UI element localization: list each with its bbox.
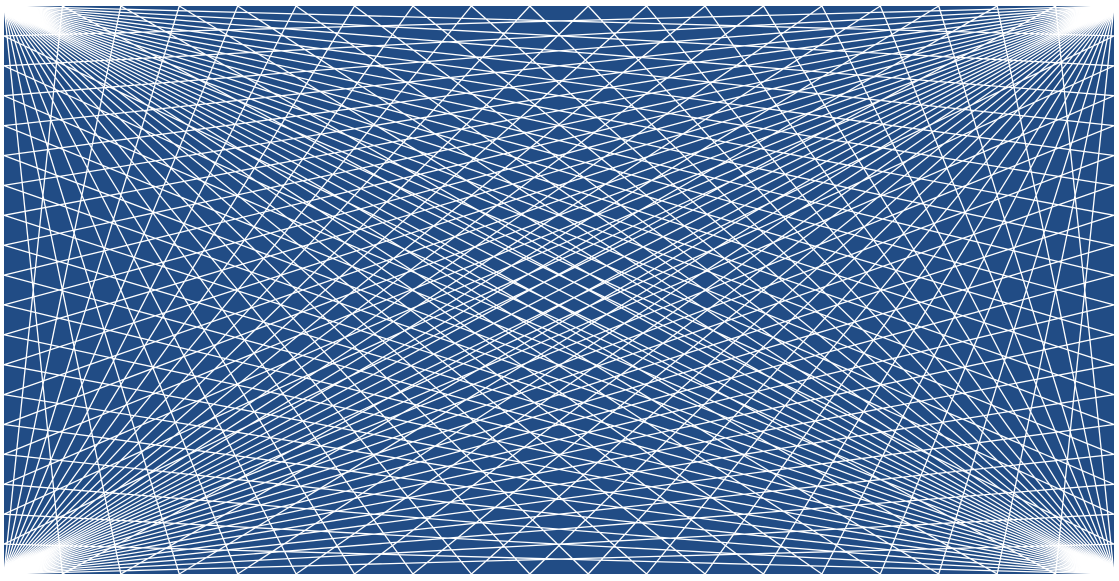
line-br-left (3, 65, 1115, 575)
line-bl-top (3, 5, 648, 575)
line-pattern (3, 5, 1115, 575)
line-bl-top (3, 5, 706, 575)
line-tr-left (3, 5, 1115, 515)
line-tr-left (3, 5, 1115, 545)
line-br-left (3, 364, 1115, 575)
line-br-left (3, 184, 1115, 575)
line-tr-left (3, 5, 1115, 426)
line-bl-top (3, 5, 297, 575)
line-br-top (704, 5, 1115, 575)
line-tr-left (3, 5, 1115, 306)
line-br-top (587, 5, 1115, 575)
line-tr-left (3, 5, 1115, 336)
line-br-left (3, 214, 1115, 575)
line-bl-top (3, 5, 414, 575)
line-tr-left (3, 5, 1115, 396)
line-br-top (237, 5, 1115, 575)
line-tr-left (3, 5, 1115, 276)
line-br-left (3, 423, 1115, 575)
line-tr-left (3, 5, 1115, 456)
line-bl-top (3, 5, 823, 575)
line-br-left (3, 95, 1115, 575)
line-br-top (412, 5, 1115, 575)
line-tr-left (3, 5, 1115, 216)
line-bl-top (3, 5, 998, 575)
line-diagonal-anti (3, 5, 1115, 575)
line-br-top (470, 5, 1115, 575)
line-bl-top (3, 5, 1056, 575)
line-tr-left (3, 5, 1115, 485)
line-br-top (295, 5, 1115, 575)
line-tr-left (3, 5, 1115, 366)
line-br-top (178, 5, 1115, 575)
line-br-top (529, 5, 1115, 575)
line-br-left (3, 154, 1115, 575)
line-br-top (821, 5, 1115, 575)
line-bl-top (3, 5, 531, 575)
line-bl-top (3, 5, 589, 575)
line-br-top (354, 5, 1115, 575)
line-br-left (3, 124, 1115, 575)
line-br-left (3, 244, 1115, 575)
line-tr-left (3, 5, 1115, 157)
line-br-left (3, 274, 1115, 575)
line-bl-top (3, 5, 881, 575)
line-bl-top (3, 5, 764, 575)
line-br-top (62, 5, 1115, 575)
line-bl-top (3, 5, 940, 575)
line-br-left (3, 304, 1115, 575)
line-br-left (3, 35, 1115, 575)
line-br-top (120, 5, 1115, 575)
